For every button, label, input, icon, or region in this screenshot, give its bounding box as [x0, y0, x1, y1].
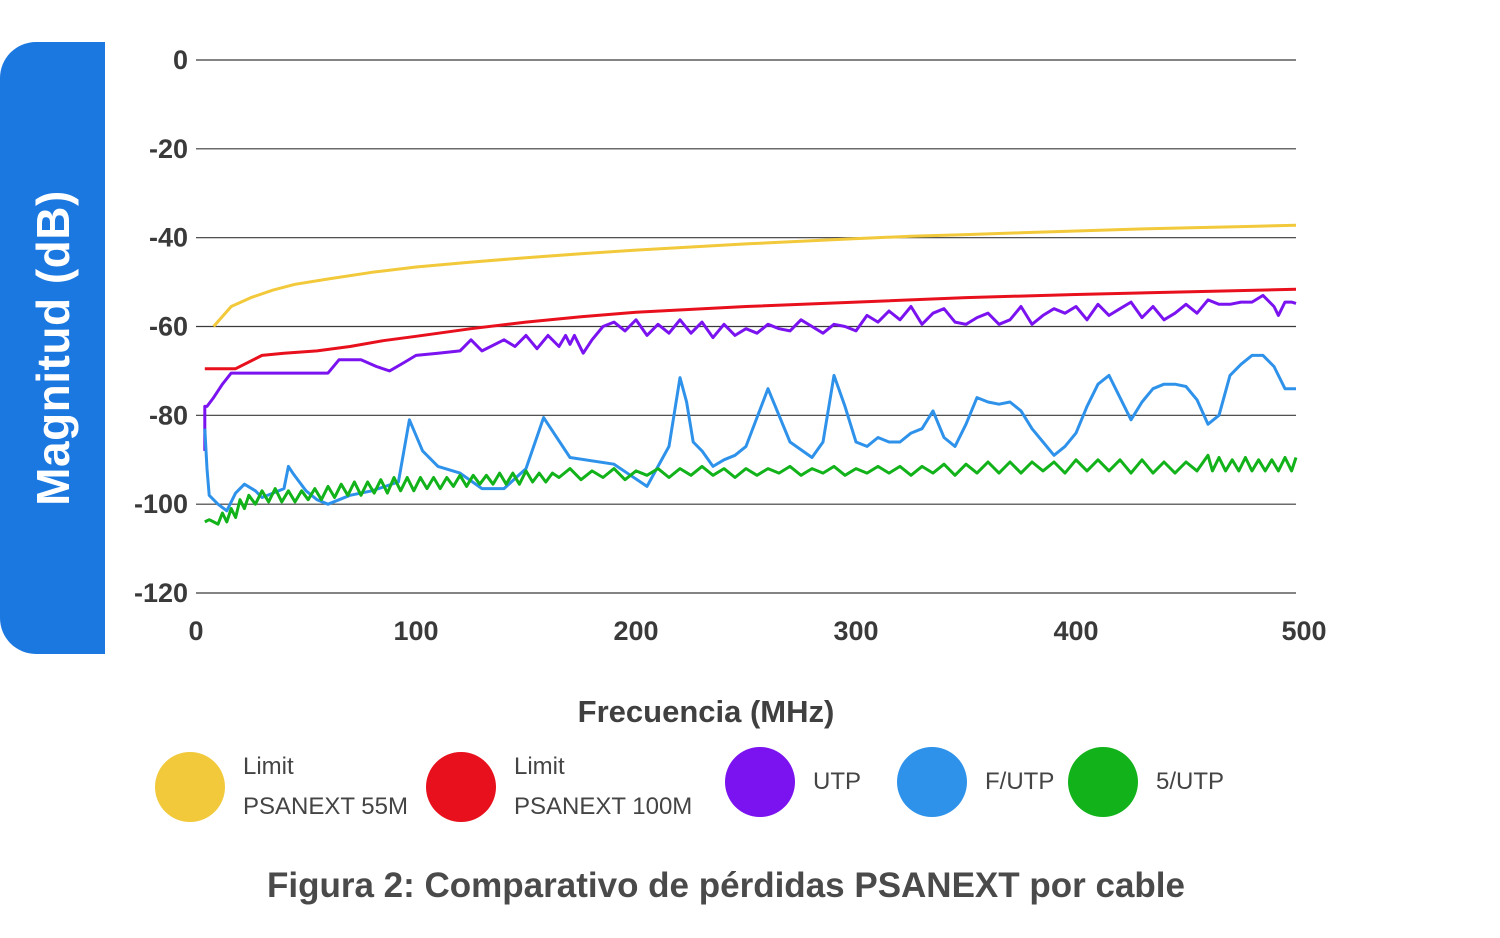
- x-tick-label: 400: [1053, 616, 1098, 646]
- y-axis-label-box: Magnitud (dB): [0, 42, 105, 654]
- y-tick-label: -60: [149, 312, 188, 342]
- legend-label: Limit PSANEXT 100M: [514, 753, 693, 820]
- series-line-f-utp: [203, 353, 1296, 513]
- y-tick-label: -20: [149, 134, 188, 164]
- y-tick-label: -40: [149, 223, 188, 253]
- series-line-limit-psanext-55m: [212, 223, 1297, 328]
- line-chart: 0 -20 -40 -60 -80 -100 -120 0 100 200 300 400 500: [134, 45, 1327, 646]
- x-tick-label: 100: [393, 616, 438, 646]
- legend-swatch: [155, 752, 225, 822]
- x-tick-label: 500: [1281, 616, 1326, 646]
- legend-label: 5/UTP: [1156, 768, 1225, 795]
- legend-item: Limit PSANEXT 100M: [426, 747, 692, 827]
- x-tick-label: 300: [833, 616, 878, 646]
- legend-swatch: [897, 747, 967, 817]
- series-line-5-utp: [204, 453, 1298, 526]
- y-tick-labels: 0 -20 -40 -60 -80 -100 -120: [134, 45, 188, 608]
- legend-item: Limit PSANEXT 55M: [155, 747, 408, 827]
- legend-item: F/UTP: [897, 747, 1054, 817]
- legend-label: UTP: [813, 768, 861, 795]
- x-tick-labels: 0 100 200 300 400 500: [188, 616, 1326, 646]
- legend-label: F/UTP: [985, 768, 1055, 795]
- gridlines: [196, 59, 1296, 594]
- y-tick-label: -100: [134, 489, 188, 519]
- legend-label: Limit PSANEXT 55M: [243, 753, 408, 820]
- y-tick-label: 0: [173, 45, 188, 75]
- y-tick-label: -120: [134, 578, 188, 608]
- legend-swatch: [1068, 747, 1138, 817]
- legend-swatch: [725, 747, 795, 817]
- series-line-utp: [203, 293, 1297, 451]
- legend-swatch: [426, 752, 496, 822]
- x-axis-label: Frecuencia (MHz): [577, 694, 835, 729]
- legend-item: 5/UTP: [1068, 747, 1224, 817]
- x-tick-label: 0: [188, 616, 203, 646]
- y-tick-label: -80: [149, 400, 188, 430]
- x-tick-label: 200: [613, 616, 658, 646]
- figure-caption: Figura 2: Comparativo de pérdidas PSANEX…: [267, 866, 1185, 905]
- legend-item: UTP: [725, 747, 861, 817]
- series-line-limit-psanext-100m: [204, 287, 1297, 371]
- series-lines: [203, 223, 1298, 526]
